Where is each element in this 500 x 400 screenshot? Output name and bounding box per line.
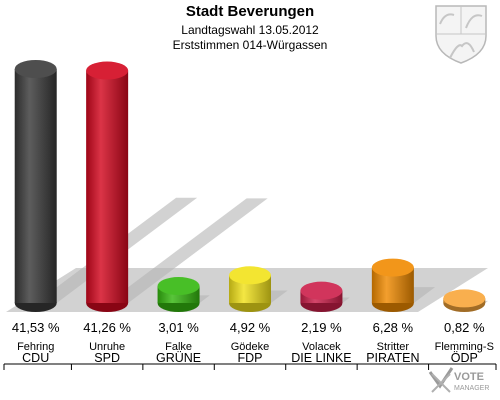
- candidate-label: Fehring: [17, 341, 54, 353]
- value-label: 41,26 %: [83, 320, 131, 335]
- candidate-label: Stritter: [377, 341, 410, 353]
- logo-text-manager: MANAGER: [454, 385, 489, 392]
- value-label: 6,28 %: [373, 320, 414, 335]
- value-label: 0,82 %: [444, 320, 485, 335]
- value-label: 4,92 %: [230, 320, 271, 335]
- candidate-label: Flemming-S: [435, 341, 494, 353]
- state-coat-of-arms-icon: [435, 5, 487, 64]
- candidate-label: Falke: [165, 341, 192, 353]
- bar-piraten: [371, 258, 414, 312]
- candidate-label: Unruhe: [89, 341, 125, 353]
- candidate-label: Gödeke: [231, 341, 270, 353]
- party-tick-label: ÖDP: [451, 351, 478, 365]
- bar-cdu: [14, 60, 57, 312]
- value-label: 3,01 %: [158, 320, 199, 335]
- party-tick-label: GRÜNE: [156, 351, 201, 365]
- bar-fdp: [229, 266, 271, 312]
- bar-die-linke: [300, 281, 343, 312]
- logo-text-vote: VOTE: [454, 371, 484, 383]
- value-label: 2,19 %: [301, 320, 342, 335]
- chart-title: Stadt Beverungen: [185, 3, 315, 20]
- candidate-label: Volacek: [302, 341, 341, 353]
- bar-shadow: [107, 198, 268, 303]
- vote-manager-logo: VOTE MANAGER: [428, 367, 489, 393]
- party-tick-label: SPD: [94, 351, 120, 365]
- party-tick-label: CDU: [22, 351, 49, 365]
- party-tick-label: FDP: [238, 351, 263, 365]
- bar-spd: [86, 61, 129, 312]
- chart-subtitle-2: Erststimmen 014-Würgassen: [172, 38, 328, 52]
- bar-grüne: [157, 277, 200, 312]
- party-tick-label: DIE LINKE: [291, 351, 351, 365]
- value-label: 41,53 %: [12, 320, 60, 335]
- chart-subtitle: Landtagswahl 13.05.2012: [181, 23, 319, 37]
- bar-ödp: [443, 289, 486, 312]
- party-tick-label: PIRATEN: [366, 351, 419, 365]
